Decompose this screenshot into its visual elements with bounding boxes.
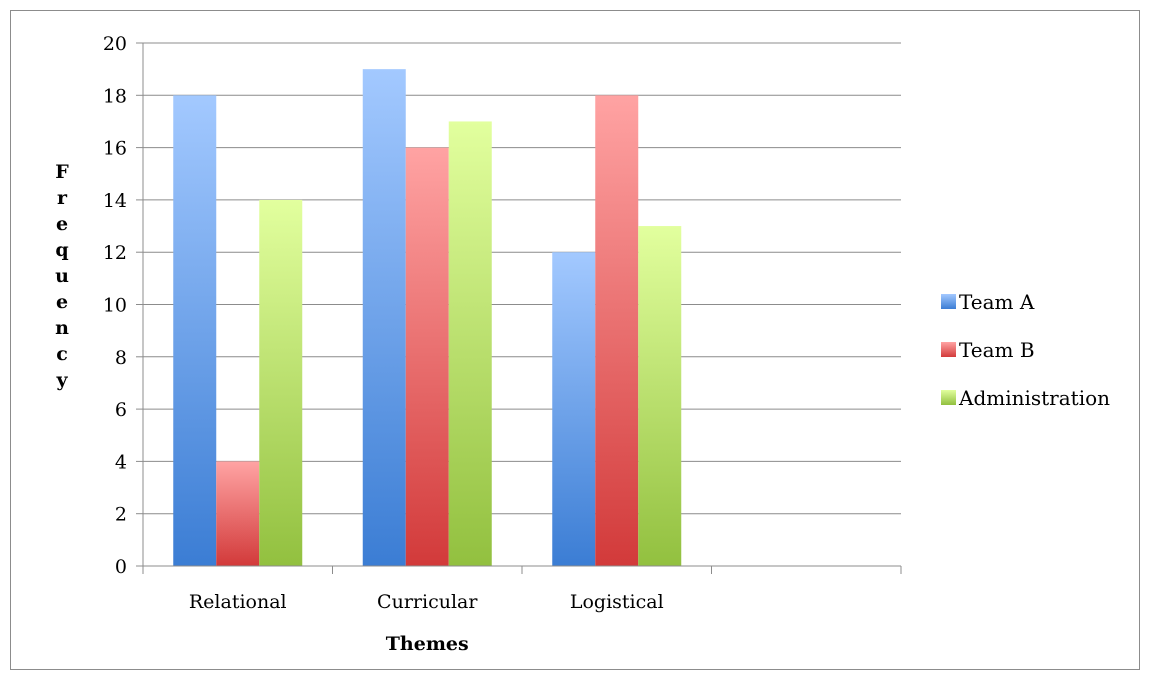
y-tick-label: 12: [103, 242, 127, 264]
gridlines: [143, 42, 901, 515]
y-axis-title-letter: e: [56, 213, 68, 235]
legend-swatch-team-a: [941, 294, 956, 309]
bar-team-a-curricular: [362, 69, 406, 567]
y-axis-title-letter: e: [56, 291, 68, 313]
y-tick-label: 14: [103, 190, 127, 212]
x-tick-label: Curricular: [377, 591, 478, 613]
y-tick-label: 16: [103, 138, 127, 160]
bars: [173, 69, 682, 567]
x-tick-labels: Relational Curricular Logistical: [189, 591, 664, 613]
x-tick-label: Logistical: [570, 591, 664, 613]
bar-team-b-curricular: [405, 147, 449, 566]
chart-frame: [10, 10, 1140, 670]
y-tick-label: 10: [103, 295, 127, 317]
y-tick-label: 6: [115, 399, 127, 421]
bar-team-a-logistical: [552, 252, 596, 566]
legend-label-team-b: Team B: [959, 338, 1035, 362]
legend-swatch-administration: [941, 390, 956, 405]
x-tick-label: Relational: [189, 591, 287, 613]
bar-team-b-relational: [216, 461, 260, 566]
y-axis-title-letter: y: [55, 369, 68, 391]
legend-label-administration: Administration: [958, 386, 1110, 410]
y-tick-label: 20: [103, 33, 127, 55]
y-axis-title-letter: n: [55, 317, 69, 339]
y-axis-title-letter: F: [55, 161, 69, 183]
legend: Team A Team B Administration: [941, 290, 1110, 410]
y-tick-label: 0: [115, 556, 127, 578]
y-axis-title-letter: q: [55, 239, 68, 261]
y-tick-labels: 0 2 4 6 8 10 12 14 16 18 20: [103, 33, 127, 578]
y-axis-title-letter: u: [55, 265, 69, 287]
y-tick-label: 18: [103, 85, 127, 107]
y-axis-title-letter: c: [56, 343, 68, 365]
legend-swatch-team-b: [941, 342, 956, 357]
axes: [136, 42, 902, 574]
bar-team-a-relational: [173, 95, 217, 567]
bar-team-b-logistical: [595, 95, 639, 567]
bar-administration-relational: [259, 199, 303, 566]
legend-label-team-a: Team A: [959, 290, 1035, 314]
y-axis-title-letter: r: [57, 187, 68, 209]
x-axis-title: Themes: [386, 633, 469, 655]
y-tick-label: 2: [115, 504, 127, 526]
y-tick-label: 4: [115, 451, 127, 473]
bar-administration-curricular: [448, 121, 492, 566]
y-tick-label: 8: [115, 347, 127, 369]
bar-administration-logistical: [638, 226, 682, 567]
